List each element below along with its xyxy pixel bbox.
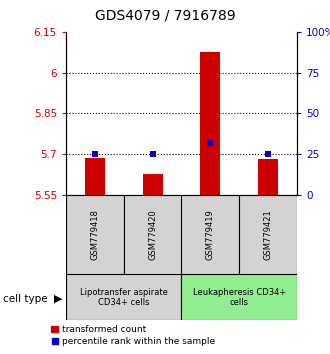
- Bar: [66, 195, 124, 274]
- Bar: [124, 195, 182, 274]
- Text: Leukapheresis CD34+
cells: Leukapheresis CD34+ cells: [193, 288, 286, 307]
- Text: GSM779418: GSM779418: [90, 209, 99, 260]
- Text: GSM779419: GSM779419: [206, 209, 215, 260]
- Bar: [85, 158, 105, 195]
- Legend: transformed count, percentile rank within the sample: transformed count, percentile rank withi…: [48, 321, 218, 349]
- Bar: [200, 52, 220, 195]
- Bar: [143, 175, 163, 195]
- Text: cell type: cell type: [3, 294, 48, 304]
- Bar: [239, 195, 297, 274]
- Bar: [182, 274, 297, 320]
- Text: GSM779421: GSM779421: [264, 209, 273, 260]
- Text: GSM779420: GSM779420: [148, 209, 157, 260]
- Text: GDS4079 / 7916789: GDS4079 / 7916789: [95, 9, 235, 23]
- Text: ▶: ▶: [54, 294, 63, 304]
- Bar: [258, 159, 278, 195]
- Bar: [66, 274, 182, 320]
- Bar: [182, 195, 239, 274]
- Text: Lipotransfer aspirate
CD34+ cells: Lipotransfer aspirate CD34+ cells: [80, 288, 168, 307]
